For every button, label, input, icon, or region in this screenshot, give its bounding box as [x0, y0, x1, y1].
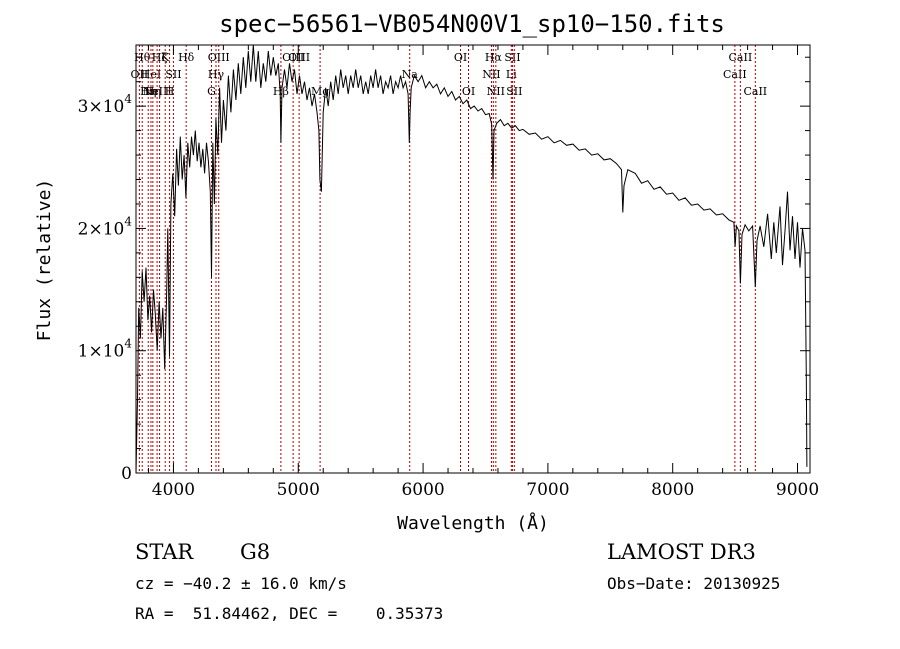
x-tick-label-5: 9000	[776, 480, 819, 500]
spectrum-line-0	[135, 44, 808, 474]
y-tick-exponent-3: 4	[124, 92, 132, 106]
line-label-22: Hα	[485, 51, 503, 64]
chart-title: spec−56561−VB054N00V1_sp10−150.fits	[219, 10, 725, 38]
line-label-11: G	[207, 85, 216, 98]
line-label-27: CaII	[723, 68, 747, 81]
observation-date: Obs−Date: 20130925	[607, 574, 781, 593]
line-label-19: OI	[454, 51, 467, 64]
y-tick-mantissa-0: 0	[121, 464, 132, 484]
line-label-24: Li	[506, 68, 517, 81]
line-label-0: OII	[131, 68, 149, 81]
x-tick-label-4: 8000	[651, 480, 694, 500]
line-label-3: HeI	[141, 68, 161, 81]
x-tick-label-3: 7000	[526, 480, 569, 500]
line-label-26: SII	[506, 85, 522, 98]
y-axis-label: Flux (relative)	[34, 179, 55, 342]
x-axis-label: Wavelength (Å)	[397, 512, 549, 534]
line-label-16: OIII	[288, 51, 310, 64]
spectral-line-markers: OIIHθHηHeIHηNeIIIHζKHSIIHδGHγOIIIHβOIIIO…	[131, 45, 767, 473]
y-tick-mantissa-3: 3×10	[78, 97, 125, 117]
redshift-velocity: cz = −40.2 ± 16.0 km/s	[135, 574, 347, 593]
y-tick-label-3: 3×104	[78, 92, 133, 117]
x-tick-label-2: 6000	[401, 480, 444, 500]
object-class: STAR	[135, 540, 194, 564]
line-label-20: OI	[462, 85, 475, 98]
y-tick-label-0: 0	[121, 464, 132, 484]
plot-frame	[135, 44, 811, 474]
line-label-29: CaII	[743, 85, 767, 98]
line-label-21: NII	[482, 68, 500, 81]
y-tick-label-2: 2×104	[78, 214, 133, 239]
x-tick-label-1: 5000	[277, 480, 320, 500]
line-label-7: K	[161, 51, 170, 64]
y-tick-exponent-1: 4	[124, 337, 132, 351]
line-label-10: Hδ	[178, 51, 195, 64]
y-tick-mantissa-1: 1×10	[78, 342, 125, 362]
y-tick-label-1: 1×104	[78, 337, 133, 362]
line-label-13: OIII	[208, 51, 230, 64]
line-label-25: SII	[504, 51, 520, 64]
survey-name: LAMOST DR3	[607, 540, 756, 564]
line-label-23: NII	[487, 85, 505, 98]
line-label-14: Hβ	[273, 85, 289, 98]
line-label-28: CaII	[729, 51, 753, 64]
y-tick-exponent-2: 4	[124, 214, 132, 228]
line-label-6: Hζ	[152, 51, 168, 64]
x-axis: 4000 5000 6000 7000 8000 9000	[147, 45, 819, 500]
line-label-2: Hη	[140, 85, 156, 98]
line-label-5: NeIII	[143, 85, 172, 98]
ra-dec-coordinates: RA = 51.84462, DEC = 0.35373	[135, 604, 444, 623]
line-label-18: Na	[402, 68, 419, 81]
x-tick-label-0: 4000	[152, 480, 195, 500]
line-label-12: Hγ	[208, 68, 225, 81]
spectrum-series	[135, 44, 808, 474]
line-label-8: H	[165, 85, 175, 98]
object-subclass: G8	[240, 540, 271, 564]
line-label-1: Hθ	[134, 51, 151, 64]
y-tick-mantissa-2: 2×10	[78, 219, 125, 239]
line-label-9: SII	[165, 68, 181, 81]
